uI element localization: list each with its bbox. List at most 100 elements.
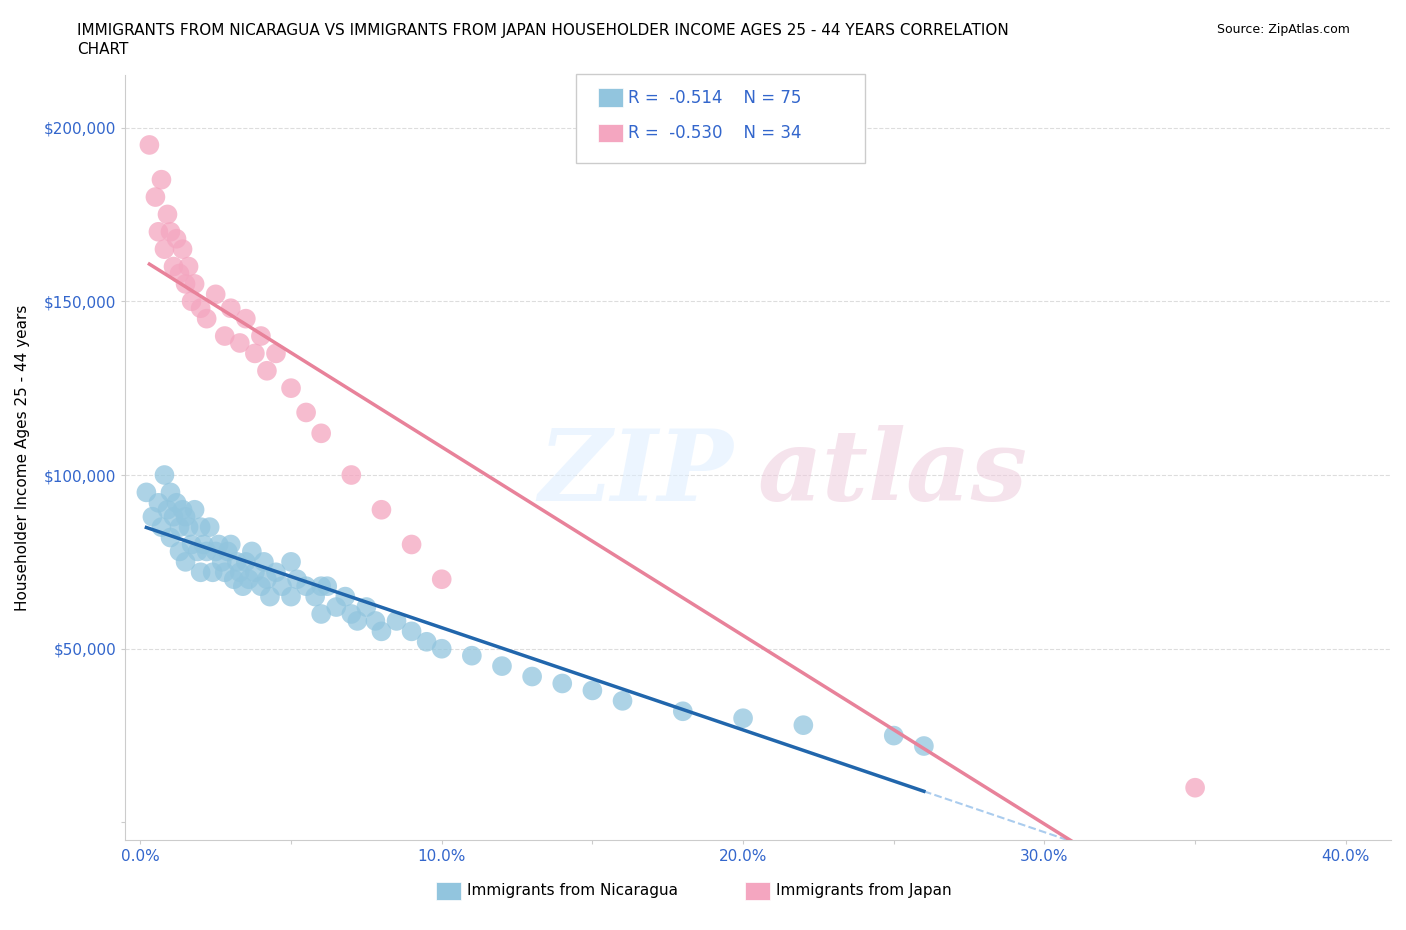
Point — [229, 565, 252, 579]
Point — [295, 578, 318, 593]
Point — [340, 606, 363, 621]
Point — [304, 590, 326, 604]
Point — [174, 510, 197, 525]
Point — [1184, 780, 1206, 795]
Point — [243, 346, 266, 361]
Point — [187, 544, 209, 559]
Point — [153, 242, 176, 257]
Point — [250, 578, 273, 593]
Text: R =  -0.530    N = 34: R = -0.530 N = 34 — [628, 124, 801, 142]
Point — [201, 565, 224, 579]
Point — [204, 544, 226, 559]
Point — [156, 207, 179, 222]
Point — [190, 300, 212, 315]
Point — [253, 554, 276, 569]
Point — [551, 676, 574, 691]
Point — [198, 520, 221, 535]
Point — [264, 565, 287, 579]
Point — [340, 468, 363, 483]
Text: R =  -0.514    N = 75: R = -0.514 N = 75 — [628, 88, 801, 107]
Point — [145, 190, 167, 205]
Y-axis label: Householder Income Ages 25 - 44 years: Householder Income Ages 25 - 44 years — [15, 304, 30, 611]
Point — [159, 224, 181, 239]
Point — [229, 336, 252, 351]
Point — [183, 502, 205, 517]
Point — [415, 634, 437, 649]
Point — [208, 537, 231, 551]
Point — [461, 648, 484, 663]
Point — [204, 286, 226, 301]
Point — [166, 496, 188, 511]
Point — [180, 294, 202, 309]
Point — [256, 572, 278, 587]
Point — [195, 312, 218, 326]
Text: ZIP: ZIP — [538, 425, 733, 521]
Point — [672, 704, 695, 719]
Point — [138, 138, 160, 153]
Point — [159, 530, 181, 545]
Text: IMMIGRANTS FROM NICARAGUA VS IMMIGRANTS FROM JAPAN HOUSEHOLDER INCOME AGES 25 - : IMMIGRANTS FROM NICARAGUA VS IMMIGRANTS … — [77, 23, 1010, 38]
Point — [309, 426, 332, 441]
Point — [356, 600, 378, 615]
Point — [174, 554, 197, 569]
Point — [183, 276, 205, 291]
Point — [148, 496, 170, 511]
Point — [520, 669, 543, 684]
Point — [316, 578, 339, 593]
Point — [309, 578, 332, 593]
Point — [364, 614, 387, 629]
Point — [385, 614, 408, 629]
Point — [370, 624, 392, 639]
Text: atlas: atlas — [758, 425, 1028, 521]
Point — [280, 380, 302, 395]
Point — [222, 572, 245, 587]
Point — [162, 259, 184, 274]
Point — [325, 600, 347, 615]
Point — [174, 276, 197, 291]
Point — [792, 718, 814, 733]
Point — [219, 300, 242, 315]
Point — [346, 614, 368, 629]
Text: Source: ZipAtlas.com: Source: ZipAtlas.com — [1216, 23, 1350, 36]
Point — [243, 565, 266, 579]
Point — [235, 554, 257, 569]
Point — [195, 544, 218, 559]
Point — [612, 694, 634, 709]
Point — [153, 468, 176, 483]
Point — [225, 554, 247, 569]
Point — [309, 606, 332, 621]
Point — [193, 537, 215, 551]
Point — [250, 328, 273, 343]
Point — [156, 502, 179, 517]
Text: Immigrants from Nicaragua: Immigrants from Nicaragua — [467, 884, 678, 898]
Point — [235, 312, 257, 326]
Point — [430, 642, 453, 657]
Point — [430, 572, 453, 587]
Point — [190, 520, 212, 535]
Point — [271, 578, 294, 593]
Point — [141, 510, 163, 525]
Point — [177, 259, 200, 274]
Point — [401, 537, 423, 551]
Point — [238, 572, 260, 587]
Text: Immigrants from Japan: Immigrants from Japan — [776, 884, 952, 898]
Point — [162, 510, 184, 525]
Point — [401, 624, 423, 639]
Point — [214, 565, 236, 579]
Point — [264, 346, 287, 361]
Point — [219, 537, 242, 551]
Point — [295, 405, 318, 420]
Point — [150, 172, 173, 187]
Point — [211, 554, 233, 569]
Text: CHART: CHART — [77, 42, 129, 57]
Point — [912, 738, 935, 753]
Point — [190, 565, 212, 579]
Point — [259, 590, 281, 604]
Point — [491, 658, 513, 673]
Point — [280, 590, 302, 604]
Point — [177, 520, 200, 535]
Point — [285, 572, 308, 587]
Point — [370, 502, 392, 517]
Point — [172, 242, 194, 257]
Point — [135, 485, 157, 499]
